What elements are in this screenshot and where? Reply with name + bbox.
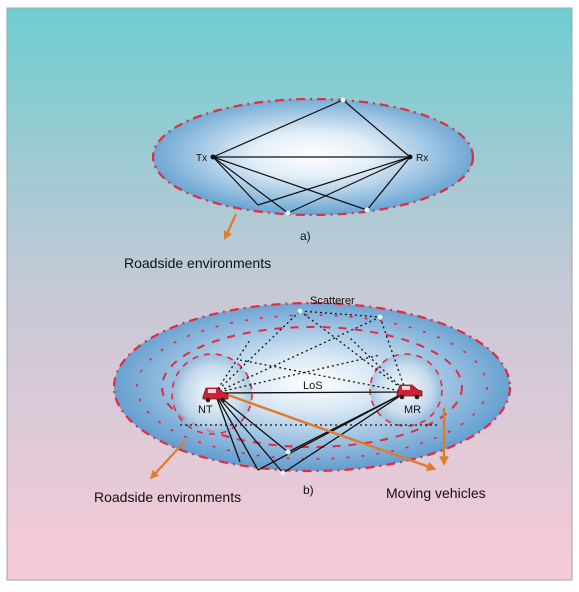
scatterer-b-bottom-2	[280, 470, 286, 476]
caption-a: a)	[300, 229, 311, 243]
vehicle-arrow-diagonal	[227, 393, 437, 471]
panel-a: Tx Rx a) Roadside environments	[124, 97, 475, 271]
scatterer-a-top	[340, 97, 346, 103]
los-label: LoS	[303, 380, 323, 392]
paths-a	[212, 99, 411, 214]
scatterer-a-bottom-1	[285, 210, 291, 216]
mr-label: MR	[404, 404, 421, 416]
ring-b-mid	[136, 314, 488, 460]
tx-label: Tx	[196, 153, 207, 164]
scatterer-b-top-2	[377, 314, 383, 320]
env-arrow-a	[223, 213, 238, 241]
rx-label: Rx	[416, 153, 428, 164]
tx-node	[210, 154, 216, 160]
env-arrow-b	[150, 440, 186, 480]
scatterer-a-bottom-2	[364, 207, 370, 213]
mr-vehicle-icon	[396, 384, 423, 400]
caption-b: b)	[303, 483, 314, 497]
scatterer-b-bottom-1	[285, 449, 291, 455]
scatterer-label: Scatterer	[310, 295, 355, 307]
scatterer-b-top-1	[297, 308, 303, 314]
nt-vehicle-icon	[202, 387, 229, 403]
env-label-b: Roadside environments	[94, 489, 241, 505]
rx-node	[407, 154, 413, 160]
background-panel	[6, 7, 573, 581]
env-label-a: Roadside environments	[124, 255, 271, 271]
vehicles-label: Moving vehicles	[386, 485, 486, 501]
ring-b-inner	[161, 326, 463, 448]
panel-b: Scatterer LoS NT MR b) Roadside environm…	[94, 295, 512, 505]
nt-label: NT	[198, 404, 213, 416]
